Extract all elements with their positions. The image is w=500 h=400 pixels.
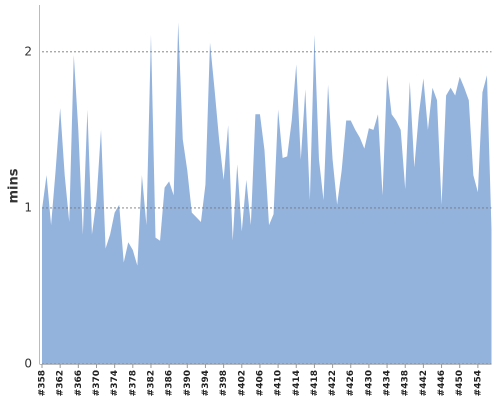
- x-tick-label: #410: [274, 370, 284, 396]
- x-tick-label: #454: [473, 370, 483, 396]
- x-tick-label: #406: [255, 370, 265, 396]
- y-tick-label: 1: [24, 200, 32, 214]
- x-tick-label: #438: [401, 370, 411, 396]
- x-tick-label: #370: [92, 370, 102, 396]
- x-tick-label: #358: [38, 370, 48, 396]
- x-tick-label: #394: [201, 370, 211, 396]
- y-tick-label: 2: [24, 44, 32, 58]
- x-tick-label: #366: [74, 370, 84, 396]
- x-tick-label: #442: [419, 370, 429, 396]
- x-tick-label: #398: [219, 370, 229, 396]
- x-tick-label: #422: [328, 370, 338, 396]
- x-tick-label: #362: [56, 370, 66, 396]
- x-tick-label: #414: [292, 370, 302, 396]
- area: [42, 22, 492, 365]
- x-tick-label: #390: [183, 370, 193, 396]
- x-tick-label: #378: [128, 370, 138, 396]
- x-tick-label: #386: [165, 370, 175, 396]
- x-tick-label: #434: [383, 370, 393, 396]
- x-tick-label: #426: [346, 370, 356, 396]
- y-axis-label: mins: [7, 168, 22, 203]
- x-tick-label: #402: [237, 370, 247, 396]
- x-tick-label: #382: [146, 370, 156, 396]
- x-tick-label: #430: [364, 370, 374, 396]
- y-tick-label: 0: [24, 357, 32, 371]
- x-tick-label: #446: [437, 370, 447, 396]
- x-tick-label: #450: [455, 370, 465, 396]
- x-tick-label: #374: [110, 370, 120, 396]
- x-tick-label: #418: [310, 370, 320, 396]
